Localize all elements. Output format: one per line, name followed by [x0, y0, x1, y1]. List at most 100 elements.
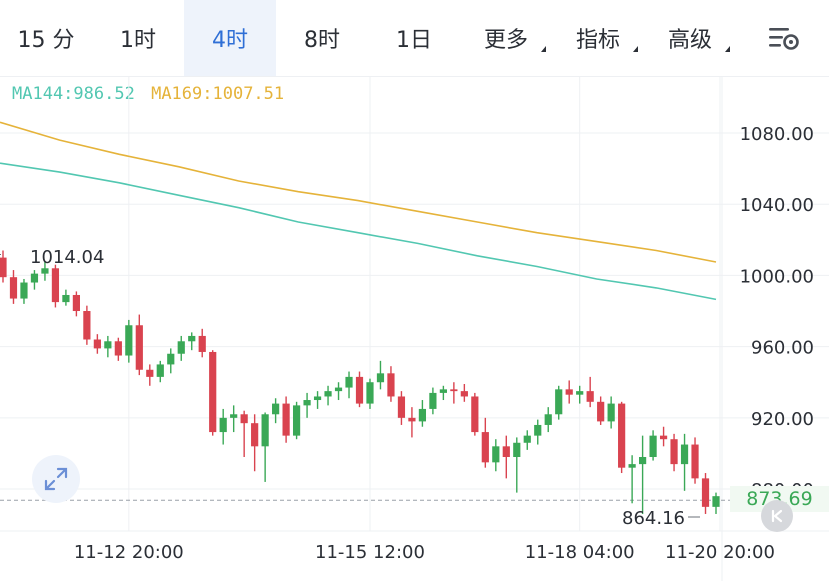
candle-body	[324, 391, 332, 397]
candle-body	[156, 364, 164, 377]
y-tick-label: 1080.00	[740, 124, 814, 145]
candle-body	[649, 435, 657, 458]
y-tick-label: 1040.00	[740, 195, 814, 216]
x-tick-label: 11-12 20:00	[74, 542, 184, 563]
candle-body	[418, 408, 427, 422]
x-tick-label: 11-20 20:00	[665, 542, 775, 563]
tab-3[interactable]: 8时	[276, 0, 368, 76]
candle-body	[534, 424, 542, 436]
candlestick-chart[interactable]: 1080.001040.001000.00960.00920.00880.001…	[0, 76, 829, 581]
high-label: 1014.04	[30, 247, 104, 268]
candle-body	[701, 478, 710, 507]
candle-body	[450, 389, 458, 392]
candle-body	[513, 442, 521, 458]
candle-body	[523, 435, 531, 443]
candle-body	[313, 396, 322, 401]
candle-body	[93, 339, 101, 349]
candle-body	[659, 435, 668, 440]
ma144-line	[0, 162, 717, 301]
ma169-label: MA169:1007.51	[151, 84, 285, 104]
chevron-left-icon	[771, 509, 783, 523]
candle-body	[355, 376, 364, 404]
tab-label: 1日	[396, 28, 432, 53]
candle-body	[576, 391, 584, 395]
candle-body	[639, 457, 647, 465]
candle-body	[618, 403, 626, 468]
candle-body	[251, 423, 259, 447]
x-tick-label: 11-15 12:00	[315, 542, 425, 563]
candle-body	[481, 432, 489, 463]
candle-body	[209, 351, 217, 433]
dropdown-caret-icon	[633, 46, 638, 52]
candle-body	[565, 389, 573, 395]
candle-body	[125, 325, 133, 356]
candle-body	[680, 444, 689, 465]
candle-body	[0, 257, 7, 278]
candle-body	[334, 387, 343, 392]
ma-legend: MA144:986.52 MA169:1007.51	[12, 84, 290, 104]
tab-0[interactable]: 15 分	[0, 0, 92, 76]
tab-1[interactable]: 1时	[92, 0, 184, 76]
candle-body	[72, 294, 80, 312]
y-tick-label: 920.00	[751, 409, 814, 430]
candle-body	[471, 396, 479, 433]
candle-body	[135, 325, 143, 370]
ma169-line	[0, 121, 717, 263]
candle-body	[30, 273, 39, 283]
candle-body	[670, 439, 678, 465]
candle-body	[376, 373, 385, 383]
tab-5[interactable]: 更多	[460, 0, 552, 76]
tab-label: 指标	[575, 28, 620, 53]
candle-body	[177, 341, 185, 354]
candle-body	[544, 414, 552, 425]
tab-2[interactable]: 4时	[184, 0, 276, 76]
dropdown-caret-icon	[725, 46, 730, 52]
tab-label: 8时	[304, 28, 340, 53]
candle-body	[366, 382, 374, 404]
candle-body	[9, 277, 18, 299]
candle-body	[272, 403, 280, 415]
tab-4[interactable]: 1日	[368, 0, 460, 76]
candle-body	[240, 414, 248, 424]
tab-label: 4时	[212, 28, 248, 53]
candle-body	[712, 496, 720, 507]
candle-body	[303, 400, 311, 406]
tab-label: 15 分	[17, 28, 75, 53]
scroll-to-latest-button[interactable]	[761, 500, 793, 532]
candle-body	[292, 405, 301, 436]
candle-body	[691, 444, 699, 479]
expand-icon	[44, 467, 68, 491]
candle-body	[146, 369, 154, 377]
candle-body	[439, 389, 447, 393]
dropdown-caret-icon	[541, 46, 546, 52]
low-label: 864.16	[622, 508, 685, 529]
candle-body	[261, 414, 269, 447]
candle-body	[502, 446, 510, 458]
tab-6[interactable]: 指标	[552, 0, 644, 76]
tab-label: 高级	[667, 28, 712, 53]
y-tick-label: 960.00	[751, 338, 814, 359]
candle-body	[597, 401, 605, 422]
candle-body	[387, 373, 395, 397]
candle-body	[83, 311, 91, 340]
tab-label: 1时	[120, 28, 156, 53]
candle-body	[104, 341, 112, 349]
candle-body	[167, 353, 175, 365]
candle-body	[492, 446, 500, 463]
candle-body	[429, 392, 437, 409]
ma144-label: MA144:986.52	[12, 84, 135, 104]
tab-label: 更多	[483, 28, 528, 53]
candle-body	[282, 403, 290, 436]
y-tick-label: 1000.00	[740, 266, 814, 287]
candle-body	[555, 389, 563, 415]
candle-body	[586, 391, 594, 402]
chart-settings-icon[interactable]	[767, 24, 801, 52]
candle-body	[397, 396, 406, 418]
x-tick-label: 11-18 04:00	[525, 542, 635, 563]
timeframe-tabs: 15 分 1时 4时 8时 1日 更多 指标 高级	[0, 0, 829, 77]
candle-body	[41, 268, 49, 274]
candle-body	[114, 341, 122, 356]
tab-7[interactable]: 高级	[644, 0, 736, 76]
candle-body	[20, 282, 28, 299]
expand-button[interactable]	[32, 455, 80, 503]
